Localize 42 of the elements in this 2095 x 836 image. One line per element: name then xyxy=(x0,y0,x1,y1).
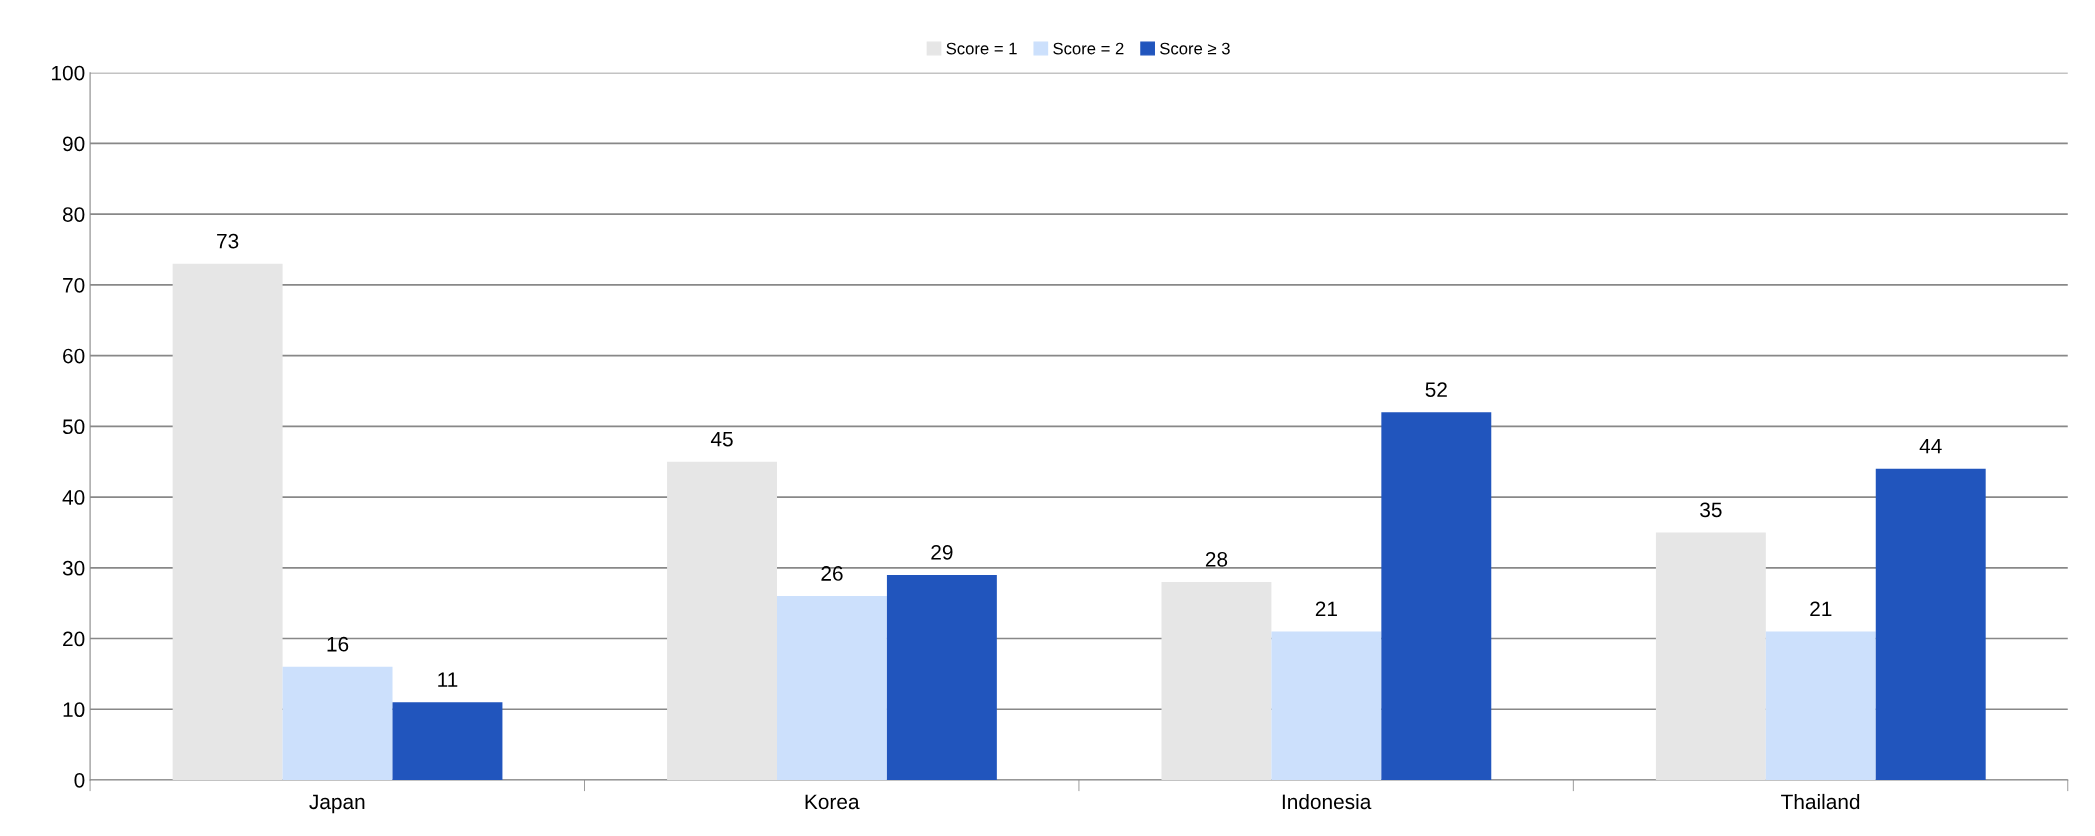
y-tick-label: 50 xyxy=(62,419,85,435)
data-label: 29 xyxy=(931,544,953,560)
data-label: 11 xyxy=(438,672,458,687)
bar xyxy=(1161,581,1272,780)
legend-label: Score = 1 xyxy=(946,42,1017,55)
x-tick-label: Thailand xyxy=(1781,793,1860,810)
bar xyxy=(1765,631,1876,780)
bar xyxy=(1875,468,1986,780)
bar xyxy=(1271,631,1382,780)
data-label: 35 xyxy=(1700,502,1722,518)
y-tick-label: 80 xyxy=(62,207,85,222)
y-tick-label: 20 xyxy=(63,631,85,647)
x-tick-label: Japan xyxy=(309,794,365,814)
bar xyxy=(392,702,503,780)
x-tick-label: Korea xyxy=(805,794,860,810)
y-tick-label: 0 xyxy=(74,772,85,788)
y-tick-label: 90 xyxy=(63,136,85,152)
bar xyxy=(667,461,777,780)
legend-label: Score = 2 xyxy=(1053,42,1124,55)
y-tick-label: 100 xyxy=(52,65,85,81)
bar xyxy=(172,263,283,780)
data-label: 73 xyxy=(217,233,239,249)
data-label: 44 xyxy=(1919,439,1942,454)
bar xyxy=(1381,412,1492,780)
y-tick-label: 70 xyxy=(63,277,85,293)
data-label: 28 xyxy=(1205,551,1228,567)
legend-label: Score ≥ 3 xyxy=(1160,42,1230,55)
data-label: 52 xyxy=(1425,382,1447,397)
y-tick-label: 30 xyxy=(62,560,85,576)
bar xyxy=(886,574,997,780)
data-label: 16 xyxy=(327,636,349,652)
bar xyxy=(777,596,887,780)
bar xyxy=(1655,532,1766,780)
data-label: 26 xyxy=(821,566,843,581)
bar xyxy=(282,666,393,780)
data-label: 45 xyxy=(710,431,733,447)
x-tick-label: Indonesia xyxy=(1282,793,1372,810)
y-tick-label: 60 xyxy=(63,348,85,364)
y-tick-label: 40 xyxy=(62,490,85,505)
data-label: 21 xyxy=(1810,601,1832,617)
y-tick-label: 10 xyxy=(63,702,85,718)
data-label: 21 xyxy=(1315,601,1337,617)
